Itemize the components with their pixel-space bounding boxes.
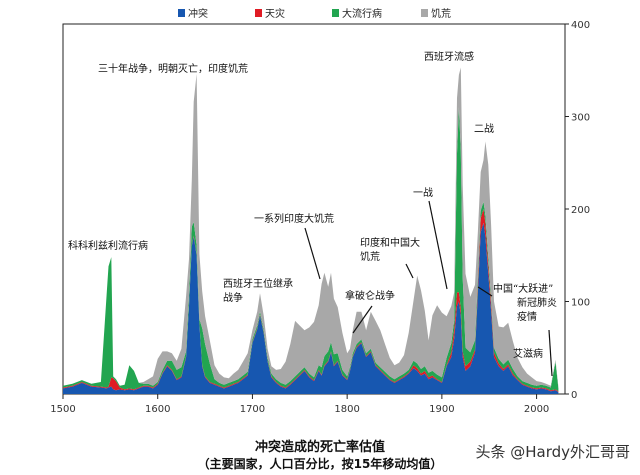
legend-label-disaster: 天灾 [265, 7, 285, 20]
legend-swatch-famine [421, 9, 428, 17]
leader-covid [548, 329, 553, 377]
leader-india-china [405, 263, 414, 279]
legend-label-famine: 饥荒 [431, 7, 451, 20]
area-pandemic [63, 107, 559, 392]
legend-swatch-conflict [178, 9, 185, 17]
annotation-india-china-2: 饥荒 [360, 250, 380, 263]
y-tick-label: 200 [571, 205, 590, 216]
legend-label-conflict: 冲突 [188, 7, 208, 20]
annotation-spanish-flu: 西班牙流感 [424, 50, 474, 63]
watermark: 头条 @Hardy外汇哥哥 [475, 443, 630, 461]
annotation-ww2: 二战 [474, 123, 494, 135]
annotation-indian-famines: 一系列印度大饥荒 [254, 212, 334, 225]
annotation-aids: 艾滋病 [513, 347, 543, 360]
annotation-spanish-succession-1: 西班牙王位继承 [223, 277, 293, 290]
annotation-ww1: 一战 [413, 187, 433, 199]
annotation-napoleonic: 拿破仑战争 [345, 289, 395, 302]
annotations: 三十年战争，明朝灭亡，印度饥荒 科科利兹利流行病 西班牙王位继承 战争 一系列印… [68, 50, 557, 360]
annotation-cocoliztli: 科科利兹利流行病 [68, 239, 148, 252]
y-tick-label: 300 [571, 113, 590, 124]
y-axis: 0 100 200 300 400 [565, 20, 590, 401]
legend-swatch-disaster [255, 9, 262, 17]
legend-label-pandemic: 大流行病 [342, 7, 382, 20]
annotation-india-china-1: 印度和中国大 [360, 236, 420, 249]
x-tick-label: 1700 [240, 404, 265, 415]
y-tick-label: 100 [571, 298, 590, 309]
chart-subtitle: （主要国家，人口百分比，按15年移动均值） [197, 457, 443, 471]
annotation-thirty-years-war: 三十年战争，明朝灭亡，印度饥荒 [98, 62, 248, 75]
annotation-covid-1: 新冠肺炎 [517, 296, 557, 309]
x-axis: 1500 1600 1700 1800 1900 2000 [50, 394, 549, 415]
x-tick-label: 1900 [429, 404, 454, 415]
x-tick-label: 2000 [524, 404, 549, 415]
area-famine [63, 67, 559, 389]
chart: 冲突 天灾 大流行病 饥荒 1500 1600 1700 1800 1900 2000 0… [50, 7, 590, 415]
leader-napoleonic [352, 305, 373, 334]
legend: 冲突 天灾 大流行病 饥荒 [178, 7, 451, 20]
chart-title: 冲突造成的死亡率估值 [254, 440, 385, 455]
area-series [63, 67, 559, 394]
annotation-great-leap: 中国“大跃进” [493, 282, 553, 295]
leader-ww1 [428, 200, 448, 290]
annotation-leaders [304, 200, 553, 377]
area-disaster [63, 209, 559, 393]
x-tick-label: 1600 [145, 404, 170, 415]
area-conflict [63, 222, 559, 394]
annotation-covid-2: 疫情 [517, 310, 537, 323]
legend-swatch-pandemic [332, 9, 339, 17]
y-tick-label: 400 [571, 20, 590, 31]
annotation-spanish-succession-2: 战争 [223, 291, 243, 304]
x-tick-label: 1500 [50, 404, 75, 415]
leader-great-leap [477, 286, 493, 297]
y-tick-label: 0 [571, 390, 577, 401]
x-tick-label: 1800 [334, 404, 359, 415]
leader-indian-famines [304, 227, 321, 280]
